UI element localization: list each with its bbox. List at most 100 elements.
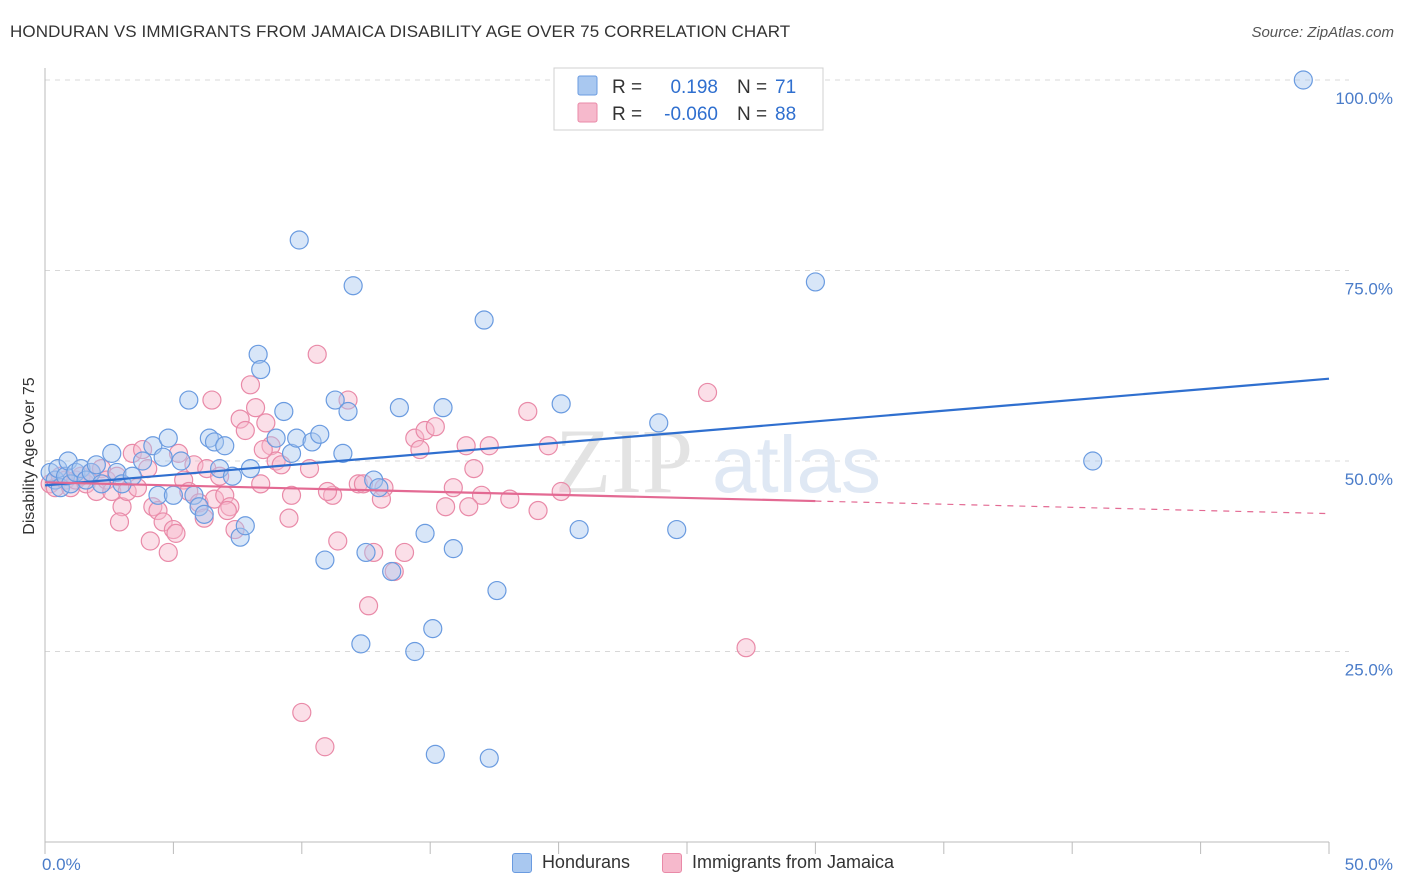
legend-swatch-jamaica — [577, 102, 598, 123]
jamaica-point — [736, 638, 756, 658]
honduran-point — [667, 519, 687, 540]
jamaica-point — [202, 390, 222, 410]
legend-swatch-hondurans — [577, 75, 598, 96]
honduran-point — [423, 619, 443, 639]
honduran-point — [333, 443, 353, 463]
jamaica-point — [425, 417, 445, 437]
jamaica-point — [158, 542, 178, 563]
jamaica-point — [415, 420, 435, 441]
y-axis-label: Disability Age Over 75 — [21, 377, 38, 535]
bottom-legend-jamaica: Immigrants from Jamaica — [662, 852, 894, 873]
honduran-point — [215, 436, 235, 456]
honduran-point — [443, 539, 463, 559]
jamaica-point — [251, 474, 271, 494]
jamaica-point — [109, 512, 130, 532]
legend-n-value-1: 71 — [775, 77, 796, 98]
honduran-point — [132, 451, 153, 471]
legend-n-label-2: N = — [737, 104, 767, 125]
honduran-point — [274, 401, 294, 422]
jamaica-point — [323, 485, 343, 505]
bottom-legend-swatch-jamaica — [662, 852, 682, 873]
jamaica-point — [394, 542, 415, 563]
jamaica-point — [230, 409, 250, 429]
jamaica-point — [168, 443, 189, 463]
jamaica-point — [235, 420, 255, 441]
jamaica-point — [253, 439, 273, 460]
jamaica-point — [112, 497, 132, 517]
jamaica-point — [240, 375, 261, 395]
jamaica-point — [317, 481, 338, 502]
honduran-point — [338, 401, 358, 422]
axes-layer: 25.0% 50.0% 75.0% 100.0% 0.0% 50.0% — [42, 68, 1393, 874]
honduran-point — [248, 344, 268, 364]
honduran-point — [266, 428, 286, 448]
jamaica-point — [358, 596, 379, 616]
honduran-point — [405, 641, 425, 662]
jamaica-point — [459, 497, 479, 517]
jamaica-point — [204, 489, 225, 509]
honduran-point — [199, 428, 219, 448]
honduran-point — [315, 550, 335, 570]
jamaica-point — [245, 398, 266, 418]
x-tick-label: 50.0% — [1345, 855, 1393, 874]
jamaica-point — [148, 500, 168, 521]
jamaica-point — [140, 531, 160, 551]
jamaica-point — [528, 500, 548, 521]
jamaica-point — [436, 497, 456, 517]
legend-r-value-1: 0.198 — [670, 77, 718, 98]
honduran-point — [487, 580, 507, 601]
series-jamaica-points — [40, 344, 756, 757]
jamaica-point — [518, 401, 538, 422]
honduran-point — [122, 466, 142, 486]
jamaica-point — [405, 428, 425, 448]
legend-r-value-2: -0.060 — [664, 104, 718, 125]
jamaica-point — [697, 382, 718, 403]
jamaica-point — [166, 523, 186, 543]
jamaica-point — [256, 413, 276, 433]
honduran-point — [389, 398, 409, 418]
legend-n-label-1: N = — [737, 77, 767, 98]
jamaica-point — [479, 436, 499, 456]
honduran-point — [107, 462, 127, 483]
jamaica-point — [471, 485, 492, 505]
hondurans-trend-line — [44, 377, 1330, 487]
honduran-point — [179, 390, 199, 410]
legend-r-label-1: R = — [612, 77, 642, 98]
honduran-point — [222, 466, 243, 486]
grid-layer — [45, 79, 1349, 652]
series-hondurans-points — [40, 70, 1313, 768]
bottom-legend-label-jamaica: Immigrants from Jamaica — [692, 852, 895, 872]
jamaica-point — [348, 474, 368, 494]
jamaica-point — [217, 500, 237, 521]
honduran-point — [171, 451, 191, 471]
honduran-point — [289, 230, 309, 250]
jamaica-point — [143, 497, 163, 517]
honduran-point — [71, 459, 91, 479]
jamaica-point — [279, 508, 299, 528]
honduran-point — [153, 447, 173, 467]
legend-box: R = 0.198 N = 71 R = -0.060 N = 88 — [553, 67, 824, 131]
honduran-point — [369, 478, 389, 498]
y-tick-label: 75.0% — [1345, 280, 1393, 299]
honduran-point — [163, 485, 183, 505]
honduran-point — [356, 542, 376, 563]
bottom-legend-hondurans: Hondurans — [511, 852, 630, 873]
honduran-point — [235, 516, 255, 536]
jamaica-point — [102, 481, 122, 502]
honduran-point — [194, 504, 214, 524]
y-tick-label: 25.0% — [1345, 661, 1393, 680]
jamaica-point — [551, 481, 571, 502]
jamaica-point — [66, 470, 86, 490]
legend-frame — [553, 67, 824, 131]
honduran-point — [204, 432, 225, 452]
jamaica-point — [122, 443, 142, 463]
bottom-legend: Hondurans Immigrants from Jamaica — [0, 852, 1406, 873]
jamaica-point — [132, 439, 153, 460]
jamaica-point — [464, 459, 484, 479]
jamaica-point — [443, 478, 463, 498]
honduran-point — [48, 459, 68, 479]
honduran-point — [158, 428, 178, 448]
honduran-point — [569, 519, 589, 540]
bottom-legend-label-hondurans: Hondurans — [541, 852, 630, 872]
honduran-point — [382, 561, 402, 582]
